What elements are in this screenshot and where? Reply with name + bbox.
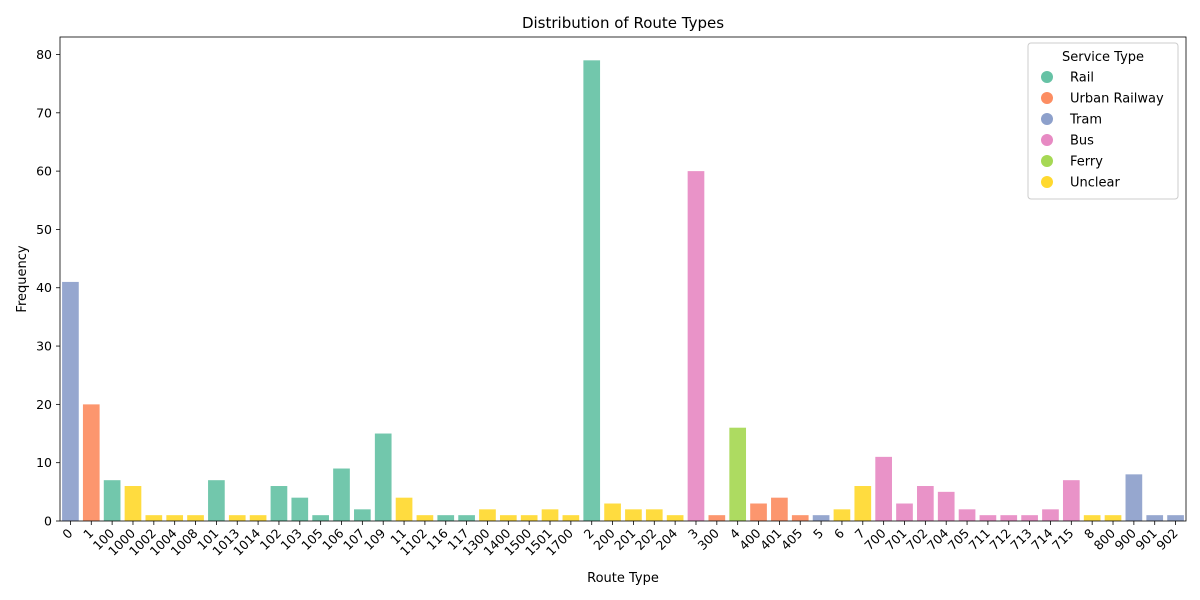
x-tick-label: 902	[1153, 526, 1180, 553]
bar-714	[1042, 509, 1059, 521]
bar-702	[917, 486, 934, 521]
bar-109	[374, 433, 392, 521]
legend-label-rail: Rail	[1070, 71, 1094, 86]
bar-107	[354, 509, 371, 521]
bar-1400	[499, 515, 517, 521]
bar-1	[82, 404, 100, 521]
y-tick-label: 80	[36, 47, 52, 62]
bar-116	[437, 515, 455, 521]
y-tick-label: 60	[36, 164, 52, 179]
x-tick-label: 0	[59, 525, 75, 541]
legend-marker-bus	[1041, 134, 1053, 146]
y-axis: 0 10 20 30 40 50 60 70 80	[36, 47, 60, 529]
bar-1013	[228, 515, 246, 521]
bar-1008	[187, 515, 204, 521]
bar-400	[750, 503, 767, 521]
bar-100	[103, 480, 121, 521]
legend-label-ferry: Ferry	[1070, 155, 1103, 170]
bar-1500	[520, 515, 538, 521]
bar-106	[333, 468, 350, 521]
bar-1002	[145, 515, 163, 521]
bar-202	[645, 509, 663, 521]
legend-label-urban-railway: Urban Railway	[1070, 92, 1164, 107]
bar-3	[687, 171, 705, 521]
bars-group	[62, 60, 1184, 521]
x-tick-label: 204	[653, 525, 681, 553]
bar-401	[771, 497, 788, 521]
bar-105	[312, 515, 329, 521]
bar-705	[958, 509, 976, 521]
chart-title: Distribution of Route Types	[522, 14, 724, 32]
bar-4	[729, 427, 747, 521]
bar-201	[625, 509, 642, 521]
bar-1000	[124, 486, 142, 521]
y-tick-label: 50	[36, 222, 52, 237]
bar-1700	[562, 515, 580, 521]
bar-1014	[249, 515, 267, 521]
legend-box	[1027, 42, 1179, 200]
bar-300	[708, 515, 726, 521]
legend-marker-ferry	[1041, 155, 1053, 167]
bar-6	[833, 509, 851, 521]
y-tick-label: 10	[36, 455, 52, 470]
legend-title: Service Type	[1062, 50, 1144, 65]
bar-0	[62, 281, 79, 521]
legend-marker-tram	[1041, 113, 1053, 125]
bar-2	[583, 60, 601, 521]
x-tick-label: 109	[361, 525, 389, 553]
legend-label-tram: Tram	[1069, 113, 1102, 128]
plot-frame	[59, 36, 1187, 522]
bar-902	[1167, 515, 1184, 521]
x-tick-label: 5	[810, 526, 826, 542]
bar-704	[937, 491, 955, 521]
y-tick-label: 40	[36, 280, 52, 295]
bar-700	[875, 456, 892, 521]
bar-102	[270, 486, 288, 521]
bar-715	[1062, 480, 1080, 521]
y-tick-label: 0	[44, 514, 52, 529]
bar-1300	[479, 509, 496, 521]
bar-11	[395, 497, 413, 521]
bar-900	[1125, 474, 1143, 521]
bar-101	[208, 480, 225, 521]
bar-103	[291, 497, 309, 521]
legend: Service Type Rail Urban Railway Tram Bus Fer…	[1027, 42, 1179, 200]
legend-marker-urban-railway	[1041, 92, 1053, 104]
bar-800	[1104, 515, 1122, 521]
bar-117	[458, 515, 475, 521]
bar-8	[1083, 515, 1101, 521]
x-tick-label: 6	[831, 525, 847, 541]
bar-405	[791, 515, 809, 521]
bar-711	[979, 515, 997, 521]
bar-713	[1021, 515, 1038, 521]
y-tick-label: 30	[36, 339, 52, 354]
x-tick-label: 405	[778, 526, 805, 553]
bar-200	[604, 503, 621, 521]
x-axis-label: Route Type	[587, 571, 659, 586]
x-axis: 0 110010001002100410081011013101410210310…	[59, 521, 1181, 559]
bar-7	[854, 486, 872, 521]
legend-label-unclear: Unclear	[1070, 176, 1120, 191]
y-axis-label: Frequency	[15, 245, 30, 312]
bar-1004	[166, 515, 184, 521]
bar-701	[896, 503, 913, 521]
x-tick-label: 300	[694, 525, 722, 553]
x-tick-label: 715	[1049, 526, 1076, 553]
bar-5	[812, 515, 830, 521]
y-tick-label: 20	[36, 397, 52, 412]
bar-901	[1146, 515, 1164, 521]
bar-1102	[416, 515, 434, 521]
legend-label-bus: Bus	[1070, 134, 1094, 149]
bar-712	[1000, 515, 1018, 521]
bar-1501	[541, 509, 559, 521]
bar-204	[666, 515, 684, 521]
legend-marker-unclear	[1041, 176, 1053, 188]
y-tick-label: 70	[36, 105, 52, 120]
legend-marker-rail	[1041, 71, 1053, 83]
